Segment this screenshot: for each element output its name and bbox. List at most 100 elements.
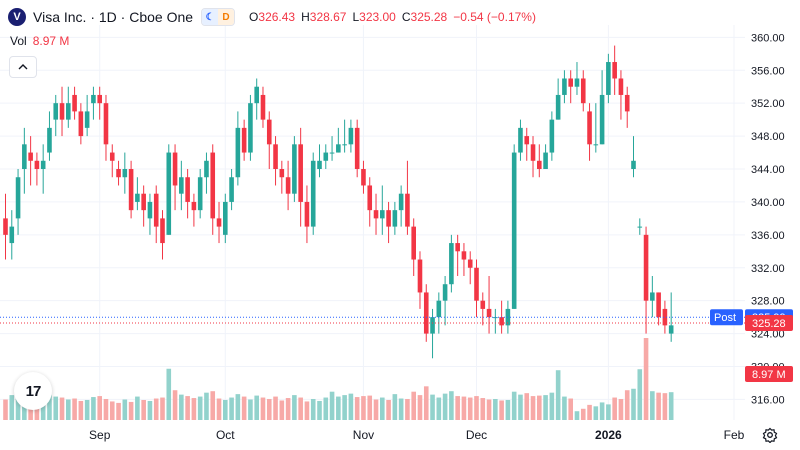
gear-icon[interactable] xyxy=(762,427,778,447)
volume-bar xyxy=(66,399,71,420)
chevron-up-icon xyxy=(18,64,28,70)
volume-bar xyxy=(380,397,385,420)
candle-body xyxy=(72,94,77,112)
volume-bar xyxy=(524,393,530,420)
candle-body xyxy=(304,201,310,227)
delayed-badge[interactable]: D xyxy=(218,9,235,25)
volume-bars xyxy=(3,338,674,420)
volume-bar xyxy=(15,397,21,420)
symbol-title[interactable]: Visa Inc. · 1D · Cboe One xyxy=(33,9,194,25)
candle-body xyxy=(279,169,285,178)
volume-bar xyxy=(141,399,146,420)
volume-bar xyxy=(392,394,398,420)
candle-body xyxy=(467,259,473,268)
time-axis[interactable]: Sep Oct Nov Dec 2026 Feb xyxy=(89,428,745,442)
volume-legend: Vol 8.97 M xyxy=(10,34,69,48)
candle-body xyxy=(53,103,59,120)
candle-body xyxy=(612,62,617,79)
volume-bar xyxy=(172,390,178,420)
volume-bar xyxy=(298,397,303,420)
candle-body xyxy=(210,152,216,219)
volume-tag: 8.97 M xyxy=(752,369,786,381)
volume-bar xyxy=(285,398,291,420)
volume-tag-bg xyxy=(745,366,793,382)
y-tick-label: 324.00 xyxy=(751,329,785,341)
candle-body xyxy=(555,94,561,120)
volume-bar xyxy=(624,390,630,420)
tradingview-logo-icon[interactable]: 17 xyxy=(14,372,52,410)
volume-bar xyxy=(511,391,517,420)
candle-body xyxy=(317,160,322,170)
candle-body xyxy=(511,152,517,309)
candle-body xyxy=(543,152,548,170)
candle-body xyxy=(442,284,448,301)
candle-body xyxy=(643,234,649,301)
candle-body xyxy=(449,243,454,285)
candle-body xyxy=(285,177,291,194)
volume-bar xyxy=(160,397,165,420)
post-tag-bg xyxy=(710,309,743,326)
volume-bar xyxy=(266,399,272,420)
candle-body xyxy=(28,152,33,161)
candle-body xyxy=(179,177,184,194)
volume-bar xyxy=(361,396,366,420)
volume-bar xyxy=(47,394,52,420)
moon-icon[interactable]: ☾ xyxy=(202,9,219,25)
candle-body xyxy=(348,127,354,145)
volume-bar xyxy=(574,411,580,420)
candle-body xyxy=(197,177,203,211)
y-tick-label: 332.00 xyxy=(751,263,785,275)
candle-body xyxy=(549,119,555,153)
candle-body xyxy=(153,193,159,227)
volume-bar xyxy=(128,401,134,420)
candle-body xyxy=(97,94,102,104)
collapse-legend-button[interactable] xyxy=(9,56,37,78)
candle-body xyxy=(480,300,486,309)
candle-body xyxy=(147,201,153,219)
candle-body xyxy=(580,78,586,104)
candle-body xyxy=(3,218,8,235)
volume-bar xyxy=(405,399,410,420)
candle-body xyxy=(266,119,272,145)
candle-body xyxy=(47,127,52,153)
candle-body xyxy=(40,160,46,170)
volume-bar xyxy=(587,404,592,420)
volume-bar xyxy=(555,370,561,420)
candle-body xyxy=(461,251,467,260)
candle-body xyxy=(329,152,335,154)
candle-body xyxy=(135,193,140,202)
volume-bar xyxy=(650,391,655,420)
volume-bar xyxy=(436,397,442,420)
x-tick-label: Feb xyxy=(724,428,745,442)
volume-bar xyxy=(72,398,77,420)
volume-label: Vol xyxy=(10,34,27,48)
ohlc-values: O 326.43 H 328.67 L 323.00 C 325.28 −0.54 (−… xyxy=(243,10,536,24)
volume-bar xyxy=(537,395,542,420)
volume-bar xyxy=(336,396,341,420)
volume-bar xyxy=(354,397,360,420)
volume-bar xyxy=(580,408,586,420)
grid-lines xyxy=(0,25,745,420)
market-status-badges[interactable]: ☾ D xyxy=(201,8,236,26)
candle-body xyxy=(574,78,580,87)
candle-body xyxy=(411,226,416,260)
y-tick-label: 340.00 xyxy=(751,197,785,209)
price-axis[interactable]: 316.00320.00324.00328.00332.00336.00340.… xyxy=(751,32,785,406)
candle-body xyxy=(241,127,247,153)
volume-bar xyxy=(417,395,423,420)
volume-bar xyxy=(329,391,335,420)
x-tick-label: Nov xyxy=(353,428,374,442)
candle-body xyxy=(430,317,435,334)
volume-bar xyxy=(84,399,90,420)
candle-body xyxy=(599,94,605,145)
volume-bar xyxy=(179,394,184,420)
volume-bar xyxy=(254,395,259,420)
candle-body xyxy=(122,169,128,178)
volume-bar xyxy=(310,399,316,420)
candle-body xyxy=(223,201,228,235)
volume-bar xyxy=(449,391,454,420)
volume-bar xyxy=(568,398,573,420)
volume-bar xyxy=(304,401,310,420)
volume-bar xyxy=(229,397,234,420)
